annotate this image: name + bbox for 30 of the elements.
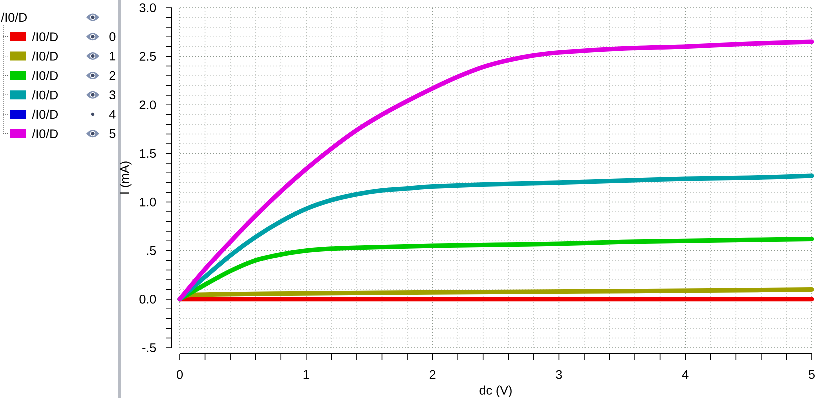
x-tick-label: 2 — [430, 370, 436, 380]
legend-label: /I0/D — [32, 71, 58, 80]
legend-label: /I0/D — [32, 129, 58, 138]
x-tick-label: 0 — [177, 370, 183, 380]
x-axis-title: dc (V) — [480, 386, 512, 398]
text: 5 — [110, 130, 116, 138]
line-series — [178, 40, 814, 302]
legend-label: /I0/D — [32, 32, 58, 42]
legend-label: /I0/D — [32, 110, 58, 120]
x-tick-label: 1 — [304, 370, 310, 379]
text: 2 — [110, 71, 116, 80]
y-tick-label: 1.0 — [140, 198, 156, 207]
legend-label: /I0/D — [32, 90, 58, 100]
y-tick-label: 2.5 — [140, 52, 156, 61]
x-tick-label: 5 — [809, 370, 815, 380]
y-tick-label: 3.0 — [140, 4, 156, 12]
legend-title: /I0/D — [1, 12, 27, 22]
text: 1 — [110, 52, 116, 61]
y-tick-label: 0.0 — [140, 295, 156, 304]
y-tick-label: .5 — [147, 246, 156, 256]
y-tick-label: 2.0 — [140, 100, 156, 110]
y-tick-label: -.5 — [142, 344, 156, 352]
y-axis-title: I (mA) — [120, 162, 132, 194]
text: 0 — [110, 32, 116, 42]
y-tick-label: 1.5 — [140, 149, 156, 158]
x-tick-label: 3 — [556, 370, 562, 380]
x-tick-label: 4 — [682, 370, 689, 379]
legend-label: /I0/D — [32, 52, 58, 61]
text: 4 — [109, 110, 116, 119]
text: 3 — [110, 90, 116, 100]
